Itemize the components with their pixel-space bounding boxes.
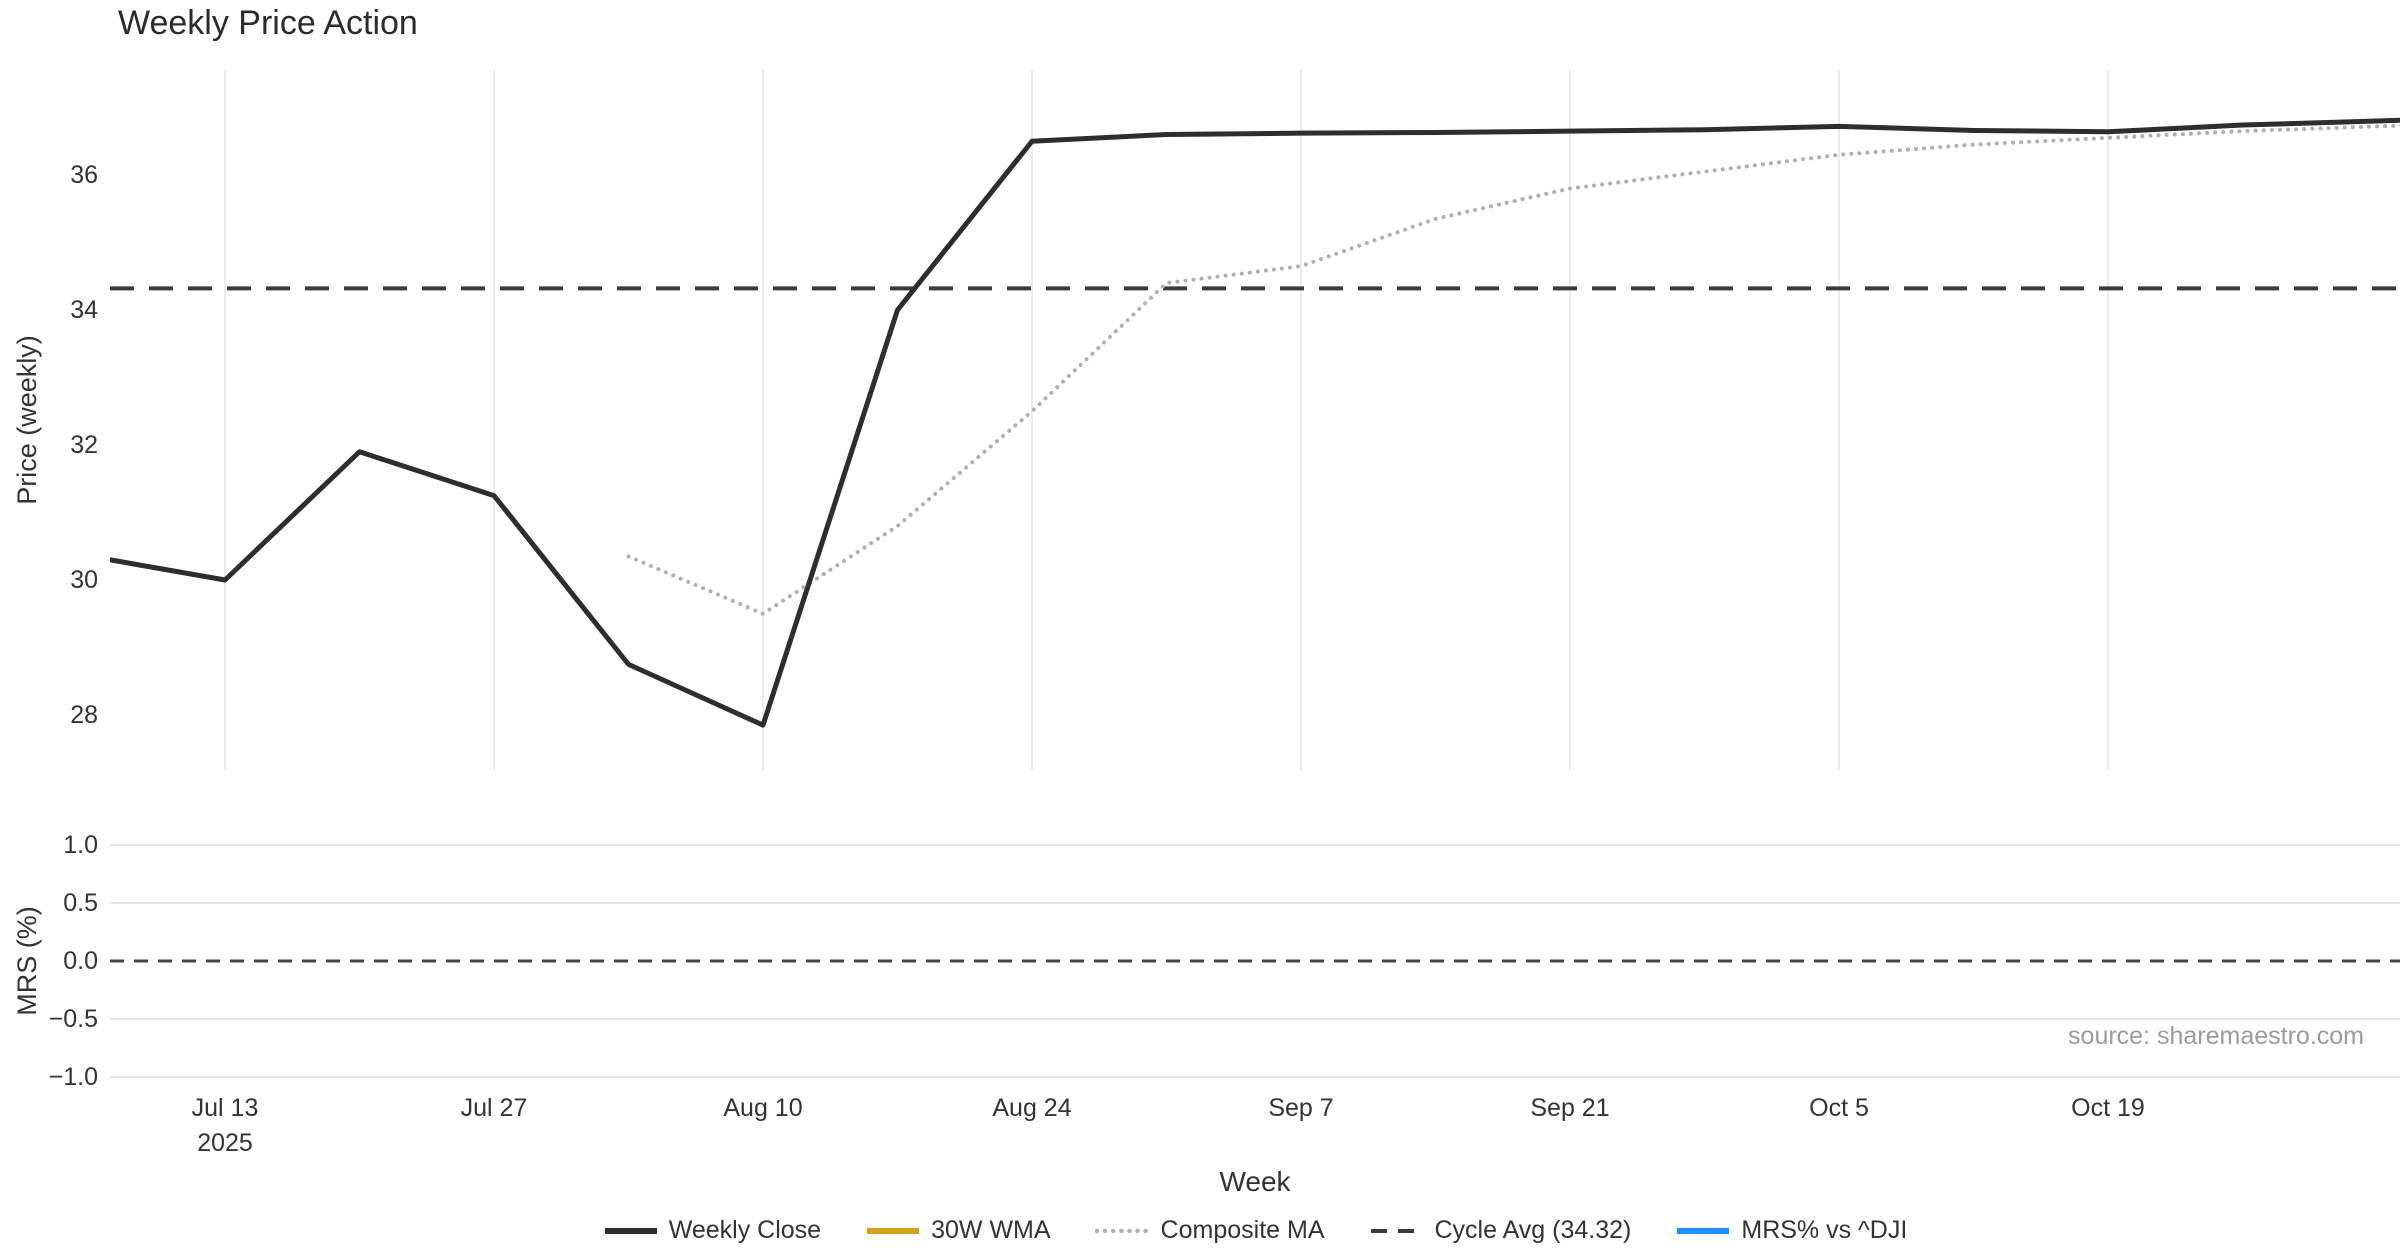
legend-label-mrs-vs-dji: MRS% vs ^DJI [1741, 1216, 1908, 1244]
legend: Weekly Close 30W WMA Composite MA Cycle … [110, 1216, 2400, 1245]
series-composite-ma [626, 123, 2400, 616]
legend-item-cycle-avg[interactable]: Cycle Avg (34.32) [1369, 1216, 1632, 1245]
legend-item-composite-ma[interactable]: Composite MA [1094, 1216, 1325, 1245]
legend-label-composite-ma: Composite MA [1160, 1216, 1325, 1244]
legend-label-30w-wma: 30W WMA [931, 1216, 1051, 1244]
legend-item-30w-wma[interactable]: 30W WMA [865, 1216, 1051, 1245]
legend-swatch-30w-wma [867, 1227, 920, 1234]
legend-item-weekly-close[interactable]: Weekly Close [603, 1216, 821, 1245]
legend-swatch-composite-ma [1094, 1228, 1151, 1233]
legend-swatch-cycle-avg [1370, 1228, 1423, 1233]
legend-swatch-weekly-close [604, 1227, 657, 1234]
source-note: source: sharemaestro.com [2068, 1022, 2364, 1050]
series-weekly-close [110, 117, 2400, 728]
legend-label-cycle-avg: Cycle Avg (34.32) [1434, 1216, 1632, 1244]
legend-label-weekly-close: Weekly Close [668, 1216, 822, 1244]
legend-swatch-mrs-vs-dji [1677, 1227, 1730, 1234]
x-axis-title: Week [1219, 1166, 1291, 1197]
chart-title: Weekly Price Action [118, 4, 418, 42]
legend-item-mrs-vs-dji[interactable]: MRS% vs ^DJI [1675, 1216, 1907, 1245]
